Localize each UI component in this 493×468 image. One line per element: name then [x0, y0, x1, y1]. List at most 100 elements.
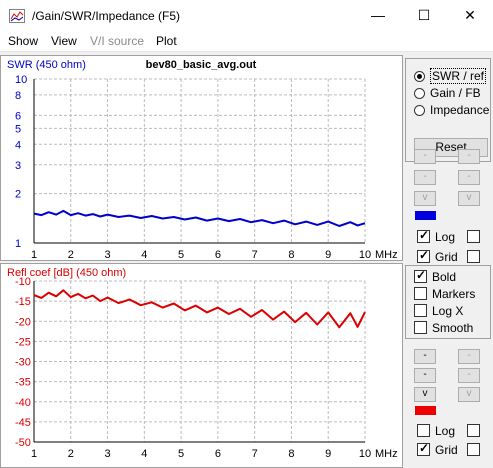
y-tick-label: 5: [15, 123, 21, 135]
x-tick-label: 1: [31, 448, 37, 460]
series-line: [33, 289, 366, 329]
checkbox-indicator[interactable]: [414, 321, 427, 334]
bottom-log-checkbox[interactable]: Log: [417, 423, 485, 438]
bottom-scale-up-button-2[interactable]: -: [458, 349, 480, 364]
bottom-grid-secondary-checkbox[interactable]: [466, 443, 480, 456]
menu-plot[interactable]: Plot: [156, 34, 177, 48]
options-group: Bold Markers Log X Smooth: [405, 265, 491, 339]
y-tick-label: 2: [15, 189, 21, 201]
app-chart-icon: [9, 9, 25, 23]
minimize-button[interactable]: —: [371, 7, 385, 23]
x-tick-label: 6: [215, 448, 221, 460]
x-tick-label: 5: [178, 448, 184, 460]
bottom-line-color-swatch[interactable]: [415, 406, 436, 415]
y-tick-label: 3: [15, 160, 21, 172]
menu-show[interactable]: Show: [8, 34, 39, 48]
checkbox-indicator[interactable]: [414, 304, 427, 317]
x-unit-label: MHz: [375, 448, 398, 460]
series-line: [33, 209, 366, 227]
radio-indicator[interactable]: [414, 87, 425, 99]
y-tick-label: -15: [15, 296, 31, 308]
top-scale-up-button[interactable]: -: [414, 149, 436, 164]
bottom-chart-controls: - - - - v v Log Grid: [405, 341, 491, 468]
top-scale-down-button[interactable]: v: [414, 191, 436, 206]
top-chart-controls: - - - - v v Log Grid: [405, 139, 491, 293]
checkbox-indicator[interactable]: [417, 228, 430, 243]
x-tick-label: 5: [178, 249, 184, 260]
y-tick-label: -50: [15, 437, 31, 449]
x-tick-label: 9: [325, 448, 331, 460]
radio-gain-fb[interactable]: Gain / FB: [414, 85, 481, 101]
x-tick-label: 1: [31, 249, 37, 260]
log-x-checkbox[interactable]: Log X: [414, 303, 463, 318]
close-button[interactable]: ✕: [464, 7, 476, 23]
y-axis-title: SWR (450 ohm): [7, 59, 86, 71]
top-scale-down-button-2[interactable]: v: [458, 191, 480, 206]
checkbox-indicator[interactable]: [417, 248, 430, 263]
top-grid-secondary-checkbox[interactable]: [466, 250, 480, 263]
checkbox-indicator[interactable]: [417, 424, 430, 437]
radio-swr-ref[interactable]: SWR / ref: [414, 68, 487, 84]
x-tick-label: 4: [141, 448, 147, 460]
bottom-scale-minus-button[interactable]: -: [414, 368, 436, 383]
y-tick-label: -30: [15, 357, 31, 369]
x-tick-label: 2: [68, 249, 74, 260]
bottom-grid-checkbox[interactable]: Grid: [417, 441, 485, 457]
bottom-scale-down-button-2[interactable]: v: [458, 387, 480, 402]
x-tick-label: 7: [252, 249, 258, 260]
checkbox-label: Log: [435, 423, 456, 438]
checkbox-indicator[interactable]: [414, 268, 427, 283]
bottom-scale-up-button[interactable]: -: [414, 349, 436, 364]
top-scale-minus-button-2[interactable]: -: [458, 170, 480, 185]
x-tick-label: 2: [68, 448, 74, 460]
markers-checkbox[interactable]: Markers: [414, 286, 475, 301]
y-tick-label: 10: [15, 74, 27, 86]
bottom-log-secondary-checkbox[interactable]: [467, 424, 481, 437]
radio-label: Gain / FB: [430, 86, 481, 100]
x-tick-label: 10: [359, 448, 371, 460]
maximize-button[interactable]: ☐: [417, 7, 431, 23]
x-tick-label: 8: [288, 249, 294, 260]
x-tick-label: 9: [325, 249, 331, 260]
checkbox-label: Smooth: [432, 320, 474, 335]
x-tick-label: 3: [104, 448, 110, 460]
top-grid-checkbox[interactable]: Grid: [417, 248, 485, 264]
x-tick-label: 3: [104, 249, 110, 260]
radio-indicator[interactable]: [414, 104, 425, 116]
control-panel: SWR / ref Gain / FB Impedance Reset - - …: [403, 55, 493, 468]
checkbox-label: Log X: [432, 303, 464, 318]
checkbox-label: Grid: [435, 249, 458, 264]
swr-chart: 1 2 3 4 5 6 7 8 9 10 MHz 10 8 6 5 4 3 2 1 SWR (450 ohm) bev8…: [0, 55, 403, 261]
mode-group: SWR / ref Gain / FB Impedance Reset: [405, 58, 491, 162]
top-line-color-swatch[interactable]: [415, 211, 436, 220]
x-tick-label: 10: [359, 249, 371, 260]
checkbox-label: Bold: [432, 269, 457, 284]
checkbox-indicator[interactable]: [414, 287, 427, 300]
y-tick-label: -10: [15, 276, 31, 288]
top-log-secondary-checkbox[interactable]: [467, 230, 481, 243]
x-tick-label: 6: [215, 249, 221, 260]
checkbox-indicator[interactable]: [417, 441, 430, 456]
radio-label: SWR / ref: [430, 68, 487, 84]
smooth-checkbox[interactable]: Smooth: [414, 320, 473, 335]
radio-label: Impedance: [430, 103, 490, 117]
menu-vi-source[interactable]: V/I source: [90, 34, 145, 48]
radio-indicator[interactable]: [414, 70, 425, 82]
y-tick-label: -45: [15, 417, 31, 429]
refl-coef-chart-svg: 1 2 3 4 5 6 7 8 9 10 MHz -10 -15 -20 -25 -30 -35 -40 -45 -5…: [7, 267, 398, 460]
y-axis-title: Refl coef [dB] (450 ohm): [7, 267, 126, 279]
bottom-scale-minus-button-2[interactable]: -: [458, 368, 480, 383]
menu-view[interactable]: View: [51, 34, 77, 48]
top-scale-up-button-2[interactable]: -: [458, 149, 480, 164]
y-tick-label: -20: [15, 316, 31, 328]
top-scale-minus-button[interactable]: -: [414, 170, 436, 185]
y-tick-label: 1: [15, 238, 21, 250]
y-tick-label: -35: [15, 377, 31, 389]
radio-impedance[interactable]: Impedance: [414, 102, 489, 118]
bottom-scale-down-button[interactable]: v: [414, 387, 436, 402]
title-bar: /Gain/SWR/Impedance (F5) — ☐ ✕: [0, 0, 493, 31]
bold-checkbox[interactable]: Bold: [414, 268, 457, 284]
top-log-checkbox[interactable]: Log: [417, 228, 485, 244]
y-tick-label: 6: [15, 110, 21, 122]
